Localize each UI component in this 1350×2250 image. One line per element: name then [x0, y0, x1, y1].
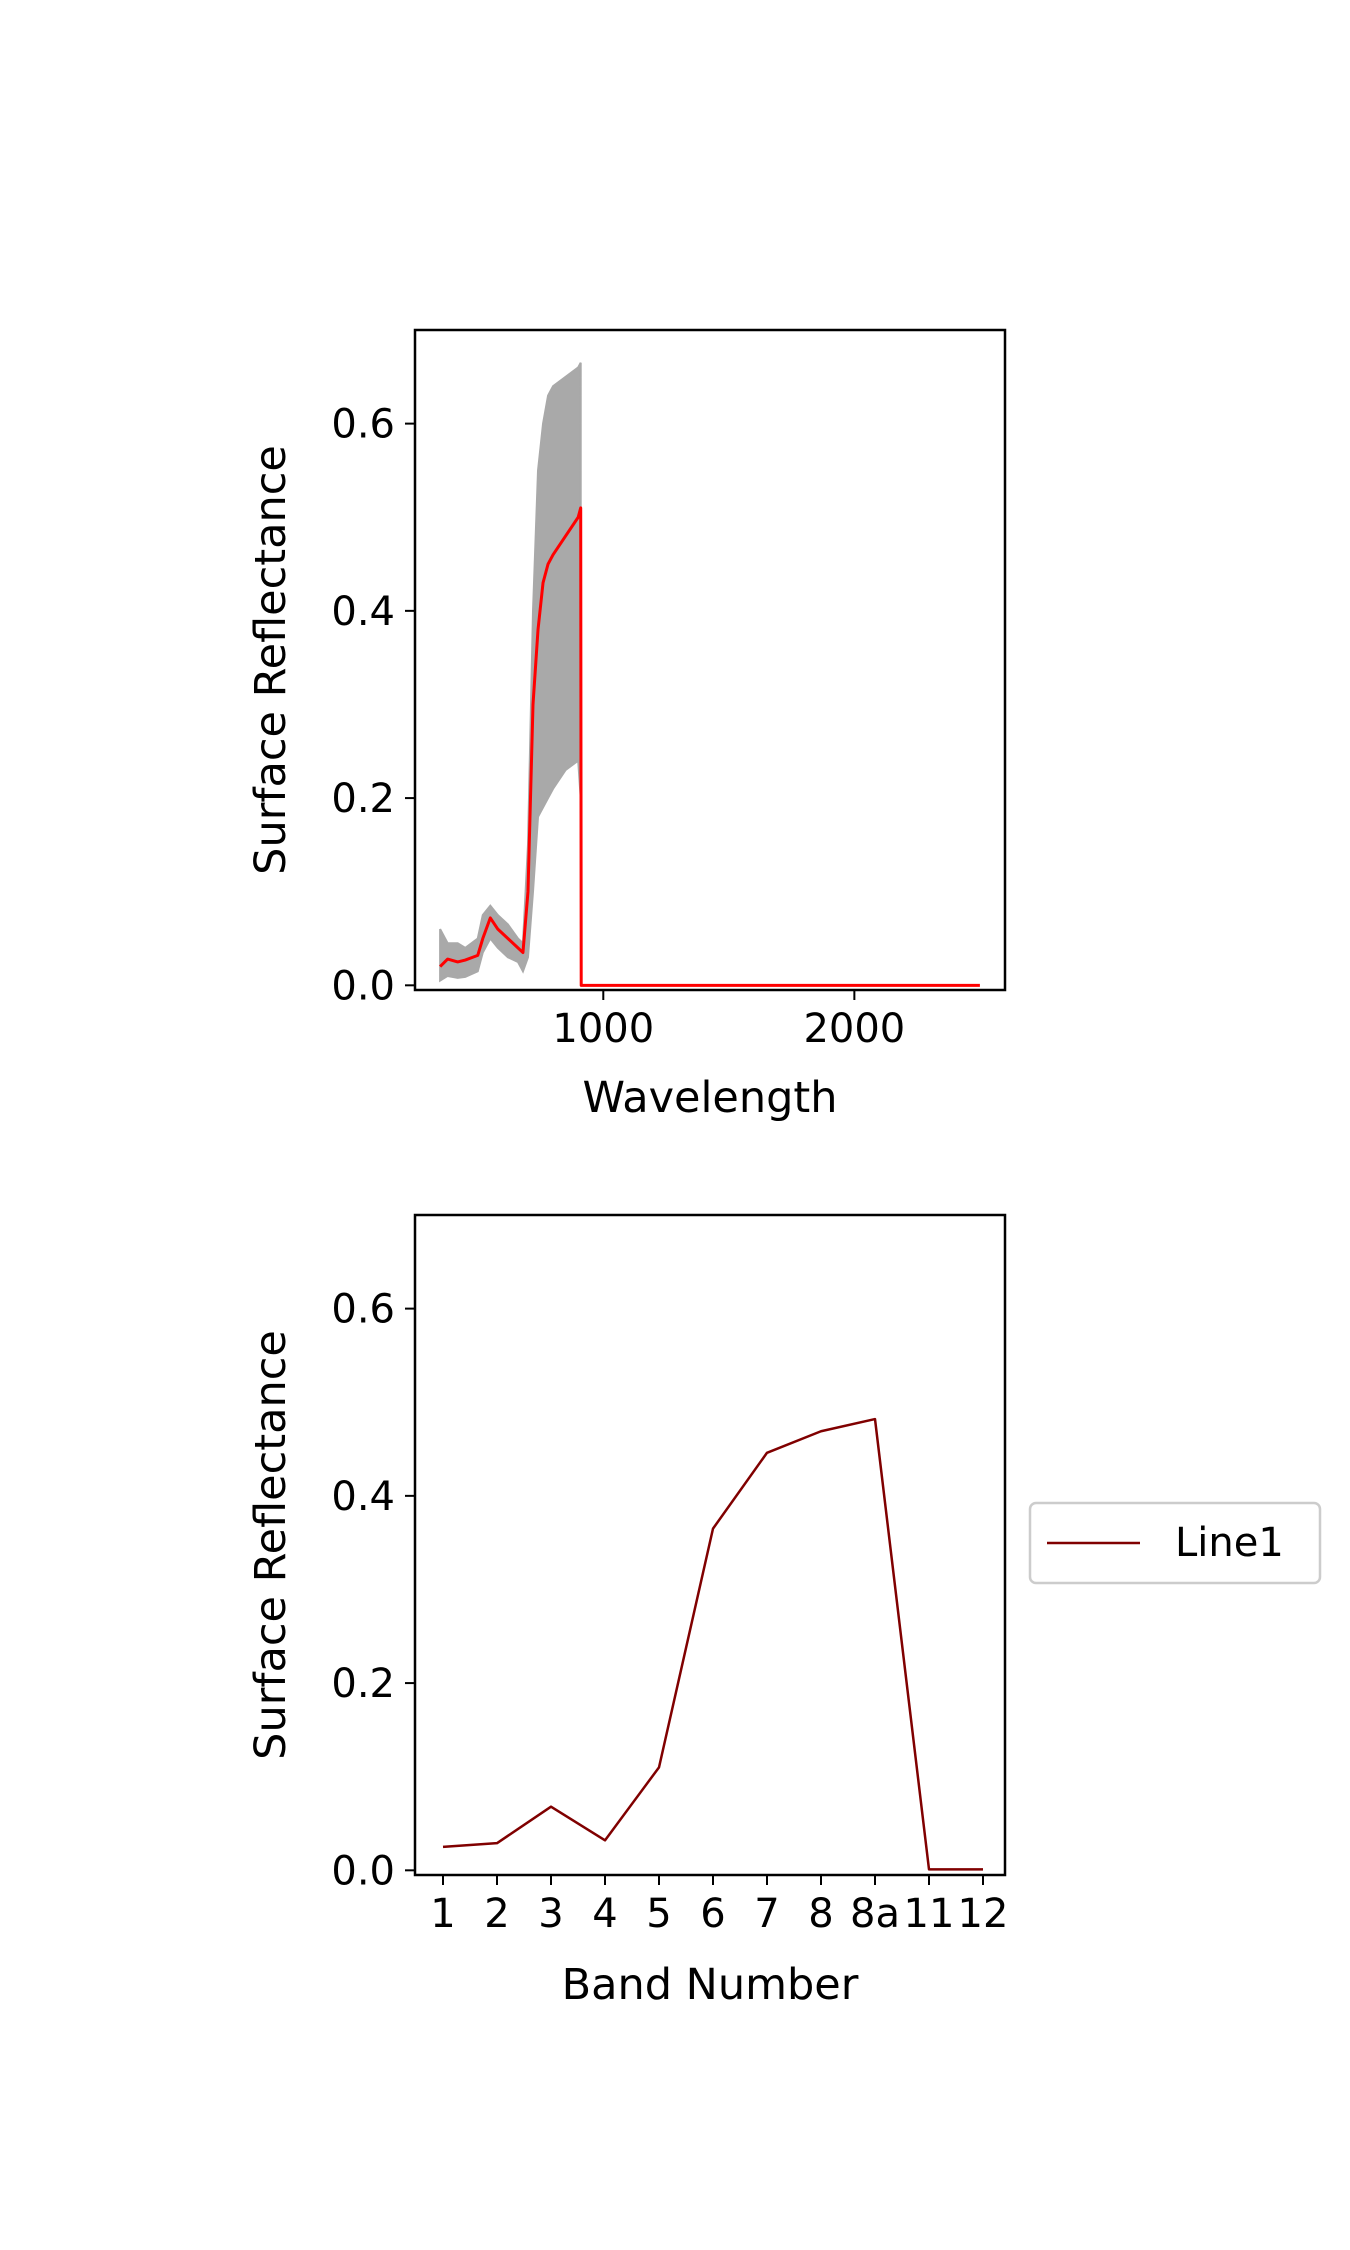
y-tick-label: 0.2 [331, 776, 395, 822]
x-tick-label: 7 [754, 1891, 779, 1937]
x-tick-label: 1000 [552, 1006, 654, 1052]
y-tick-label: 0.6 [331, 1287, 395, 1333]
legend: Line1 [1028, 1501, 1322, 1585]
x-tick-label: 8 [808, 1891, 833, 1937]
x-tick-label: 12 [958, 1891, 1009, 1937]
wavelength-y-axis-label: Surface Reflectance [246, 445, 296, 875]
y-tick-label: 0.2 [331, 1661, 395, 1707]
x-tick-label: 2 [484, 1891, 509, 1937]
y-tick-label: 0.4 [331, 1474, 395, 1520]
x-tick-label: 11 [904, 1891, 955, 1937]
legend-box [1028, 1501, 1322, 1585]
x-tick-label: 5 [646, 1891, 671, 1937]
y-tick-label: 0.6 [331, 402, 395, 448]
line1-series [442, 1417, 983, 1871]
x-tick-label: 2000 [803, 1006, 905, 1052]
legend-line1-label: Line1 [1175, 1520, 1284, 1566]
y-tick-label: 0.4 [331, 589, 395, 635]
x-tick-label: 3 [538, 1891, 563, 1937]
wavelength-axes-frame [413, 328, 1007, 992]
band-plot-area [442, 1417, 983, 1871]
wavelength-x-ticks: 1000 2000 [552, 990, 905, 1052]
y-tick-label: 0.0 [331, 963, 395, 1009]
wavelength-y-ticks: 0.0 0.2 0.4 0.6 [331, 402, 415, 1009]
wavelength-x-axis-label: Wavelength [582, 1073, 837, 1123]
band-y-axis-label: Surface Reflectance [246, 1330, 296, 1760]
x-tick-label: 1 [430, 1891, 455, 1937]
band-chart: 1 2 3 4 5 6 7 8 8a 11 12 0.00.20.40.6 Band Number … [246, 1213, 1322, 2010]
mean-reflectance-line [439, 506, 980, 987]
x-tick-label: 4 [592, 1891, 617, 1937]
wavelength-plot-area [439, 362, 980, 987]
band-axes-frame [413, 1213, 1007, 1877]
band-x-axis-label: Band Number [562, 1960, 859, 2010]
x-tick-label: 8a [850, 1891, 900, 1937]
y-tick-label: 0.0 [331, 1848, 395, 1894]
wavelength-chart: 1000 2000 0.0 0.2 0.4 0.6 Wavelength Surface… [246, 328, 1007, 1123]
band-x-ticks: 1 2 3 4 5 6 7 8 8a 11 12 [430, 1875, 1008, 1937]
band-y-ticks: 0.0 0.2 0.4 0.6 [331, 1287, 415, 1894]
x-tick-label: 6 [700, 1891, 725, 1937]
